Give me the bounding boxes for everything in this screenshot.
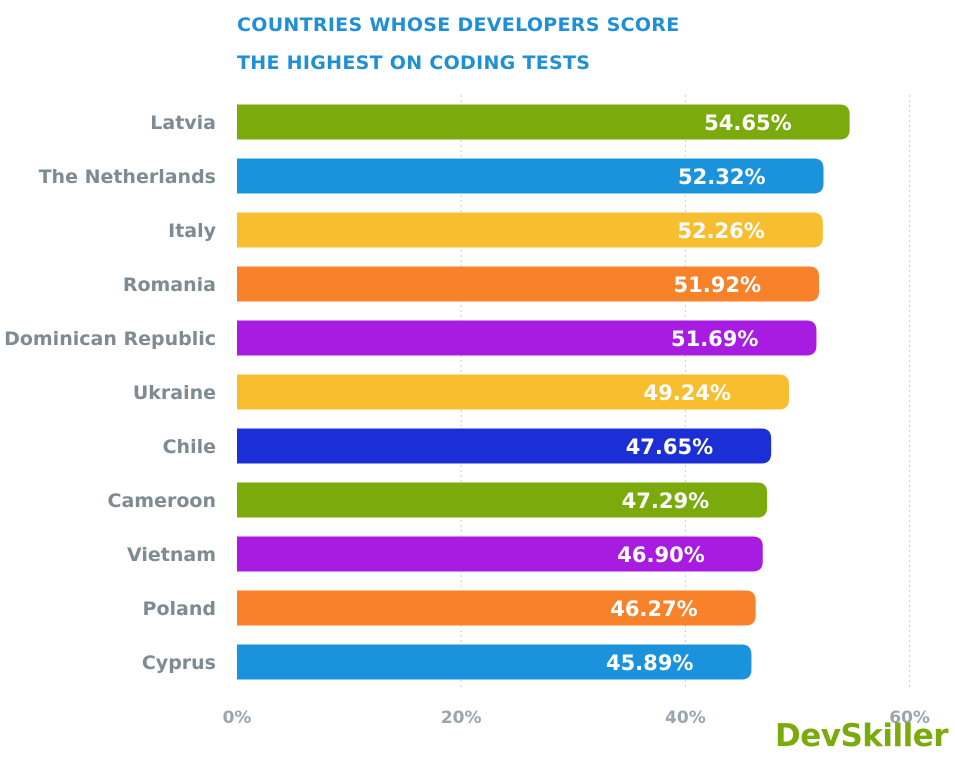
bar-group-4: 51.69%	[237, 320, 817, 356]
bar-3	[237, 266, 820, 302]
category-label-3: Romania	[123, 274, 216, 296]
bar-2	[237, 212, 823, 248]
category-label-5: Ukraine	[133, 382, 216, 404]
bar-group-7: 47.29%	[237, 482, 768, 518]
value-label-6: 47.65%	[626, 435, 713, 459]
category-label-4: Dominican Republic	[4, 328, 216, 350]
bar-4	[237, 320, 817, 356]
bar-8	[237, 536, 763, 572]
bar-group-10: 45.89%	[237, 644, 752, 680]
bar-9	[237, 590, 756, 626]
bar-group-9: 46.27%	[237, 590, 756, 626]
bar-5	[237, 374, 789, 410]
category-label-9: Poland	[143, 598, 216, 620]
bar-group-0: 54.65%	[237, 104, 850, 140]
category-label-0: Latvia	[150, 112, 216, 134]
devskiller-logo: DevSkiller	[775, 718, 949, 754]
bar-group-2: 52.26%	[237, 212, 823, 248]
category-label-6: Chile	[163, 436, 216, 458]
x-tick-label-40: 40%	[665, 708, 706, 728]
bar-group-6: 47.65%	[237, 428, 772, 464]
bar-10	[237, 644, 752, 680]
value-label-7: 47.29%	[622, 489, 709, 513]
value-label-10: 45.89%	[606, 651, 693, 675]
value-label-9: 46.27%	[610, 597, 697, 621]
value-label-8: 46.90%	[617, 543, 704, 567]
bar-1	[237, 158, 824, 194]
category-labels: Latvia The Netherlands Italy Romania Dominic…	[4, 112, 217, 674]
value-label-0: 54.65%	[704, 111, 791, 135]
bar-7	[237, 482, 768, 518]
value-label-5: 49.24%	[644, 381, 731, 405]
value-label-2: 52.26%	[677, 219, 764, 243]
category-label-2: Italy	[168, 220, 216, 242]
bar-group-5: 49.24%	[237, 374, 789, 410]
chart-title-line-2: THE HIGHEST ON CODING TESTS	[237, 52, 591, 74]
bar-group-8: 46.90%	[237, 536, 763, 572]
bar-group-3: 51.92%	[237, 266, 820, 302]
x-tick-label-20: 20%	[441, 708, 482, 728]
x-tick-label-60: 60%	[889, 708, 930, 728]
value-label-1: 52.32%	[678, 165, 765, 189]
category-label-1: The Netherlands	[39, 166, 216, 188]
value-label-4: 51.69%	[671, 327, 758, 351]
bars: 54.65% 52.32% 52.26% 51.92% 51.69% 49.24% 47.6…	[237, 104, 850, 680]
x-axis-ticks: 0% 20% 40% 60%	[223, 708, 930, 728]
x-tick-label-0: 0%	[223, 708, 252, 728]
bar-group-1: 52.32%	[237, 158, 824, 194]
bar-6	[237, 428, 772, 464]
value-label-3: 51.92%	[674, 273, 761, 297]
bar-0	[237, 104, 850, 140]
category-label-7: Cameroon	[108, 490, 216, 512]
category-label-8: Vietnam	[127, 544, 216, 566]
chart-title-line-1: COUNTRIES WHOSE DEVELOPERS SCORE	[237, 14, 680, 36]
category-label-10: Cyprus	[142, 652, 216, 674]
